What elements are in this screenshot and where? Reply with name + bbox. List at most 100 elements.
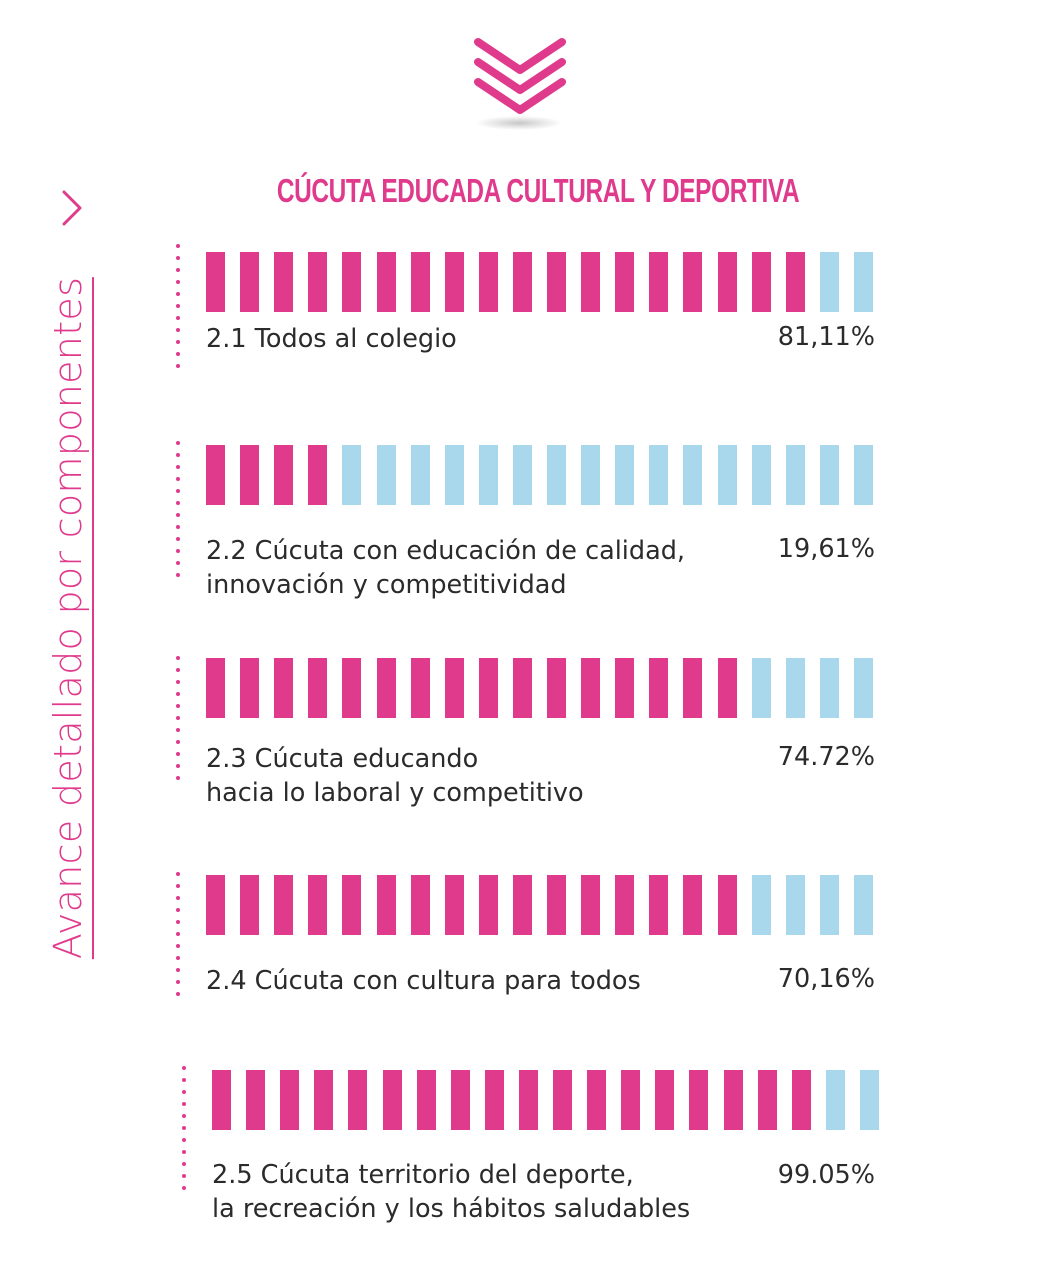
bar-segment-filled [513, 658, 532, 718]
bar-segment-remaining [683, 445, 702, 505]
bar-segment-filled [655, 1070, 674, 1130]
bar-segment-filled [348, 1070, 367, 1130]
bar-segment-remaining [820, 445, 839, 505]
bar-segment-filled [274, 445, 293, 505]
bar-segment-filled [615, 875, 634, 935]
bar-segment-filled [581, 252, 600, 312]
bar-segment-filled [615, 252, 634, 312]
segmented-bar [212, 1070, 894, 1130]
bar-segment-remaining [718, 445, 737, 505]
bar-segment-remaining [786, 658, 805, 718]
component-value: 19,61% [777, 534, 875, 564]
bar-segment-filled [485, 1070, 504, 1130]
bar-segment-filled [479, 252, 498, 312]
bar-segment-filled [377, 875, 396, 935]
bar-segment-filled [445, 875, 464, 935]
bar-segment-filled [683, 875, 702, 935]
chevron-right-icon [62, 190, 82, 226]
bar-segment-filled [718, 252, 737, 312]
bar-segment-remaining [752, 658, 771, 718]
bar-segment-remaining [786, 875, 805, 935]
bar-segment-filled [689, 1070, 708, 1130]
bar-segment-filled [587, 1070, 606, 1130]
bar-segment-filled [314, 1070, 333, 1130]
segmented-bar [206, 875, 888, 935]
bar-segment-remaining [649, 445, 668, 505]
bar-segment-remaining [854, 658, 873, 718]
component-label: 2.5 Cúcuta territorio del deporte, la re… [212, 1160, 691, 1224]
component-label: 2.2 Cúcuta con educación de calidad, inn… [206, 536, 685, 600]
bar-segment-filled [683, 658, 702, 718]
bar-segment-remaining [615, 445, 634, 505]
bar-segment-remaining [752, 445, 771, 505]
bar-segment-filled [621, 1070, 640, 1130]
bar-segment-filled [445, 658, 464, 718]
bar-segment-filled [377, 658, 396, 718]
component-label: 2.1 Todos al colegio [206, 324, 457, 354]
bar-segment-filled [308, 658, 327, 718]
bar-segment-remaining [752, 875, 771, 935]
bar-segment-filled [377, 252, 396, 312]
bar-segment-filled [513, 875, 532, 935]
segmented-bar [206, 658, 888, 718]
bar-segment-filled [649, 875, 668, 935]
bar-segment-remaining [547, 445, 566, 505]
component-label: 2.4 Cúcuta con cultura para todos [206, 966, 641, 996]
bar-segment-filled [581, 658, 600, 718]
bar-segment-filled [445, 252, 464, 312]
bar-segment-remaining [411, 445, 430, 505]
bar-segment-filled [246, 1070, 265, 1130]
component-label: 2.3 Cúcuta educando hacia lo laboral y c… [206, 744, 584, 808]
side-label: Avance detallado por componentes [46, 276, 94, 960]
bar-segment-filled [342, 875, 361, 935]
bar-segment-remaining [820, 252, 839, 312]
dotted-divider [175, 656, 181, 788]
bar-segment-filled [724, 1070, 743, 1130]
bar-segment-filled [792, 1070, 811, 1130]
chevron-shadow [476, 116, 562, 130]
bar-segment-remaining [581, 445, 600, 505]
bar-segment-filled [513, 252, 532, 312]
bar-segment-filled [479, 875, 498, 935]
bar-segment-filled [383, 1070, 402, 1130]
component-value: 70,16% [777, 964, 875, 994]
bar-segment-filled [308, 445, 327, 505]
bar-segment-filled [758, 1070, 777, 1130]
bar-segment-filled [547, 875, 566, 935]
bar-segment-filled [547, 252, 566, 312]
bar-segment-filled [683, 252, 702, 312]
bar-segment-filled [411, 875, 430, 935]
bar-segment-filled [547, 658, 566, 718]
bar-segment-filled [581, 875, 600, 935]
bar-segment-remaining [820, 875, 839, 935]
component-value: 74.72% [777, 742, 875, 772]
dotted-divider [175, 872, 181, 1004]
segmented-bar [206, 445, 888, 505]
bar-segment-filled [342, 252, 361, 312]
chart-title: CÚCUTA EDUCADA CULTURAL Y DEPORTIVA [276, 172, 800, 209]
bar-segment-filled [240, 658, 259, 718]
bar-segment-filled [274, 658, 293, 718]
bar-segment-remaining [786, 445, 805, 505]
triple-chevron-down-icon [474, 38, 566, 114]
bar-segment-filled [308, 252, 327, 312]
bar-segment-filled [274, 252, 293, 312]
bar-segment-remaining [854, 875, 873, 935]
bar-segment-remaining [445, 445, 464, 505]
bar-segment-filled [417, 1070, 436, 1130]
bar-segment-filled [212, 1070, 231, 1130]
bar-segment-filled [615, 658, 634, 718]
bar-segment-filled [519, 1070, 538, 1130]
bar-segment-filled [206, 875, 225, 935]
bar-segment-filled [206, 445, 225, 505]
component-value: 99.05% [777, 1160, 875, 1190]
bar-segment-filled [451, 1070, 470, 1130]
bar-segment-filled [786, 252, 805, 312]
dotted-divider [175, 244, 181, 376]
bar-segment-filled [479, 658, 498, 718]
bar-segment-remaining [826, 1070, 845, 1130]
bar-segment-filled [274, 875, 293, 935]
bar-segment-remaining [860, 1070, 879, 1130]
bar-segment-filled [280, 1070, 299, 1130]
bar-segment-filled [411, 658, 430, 718]
